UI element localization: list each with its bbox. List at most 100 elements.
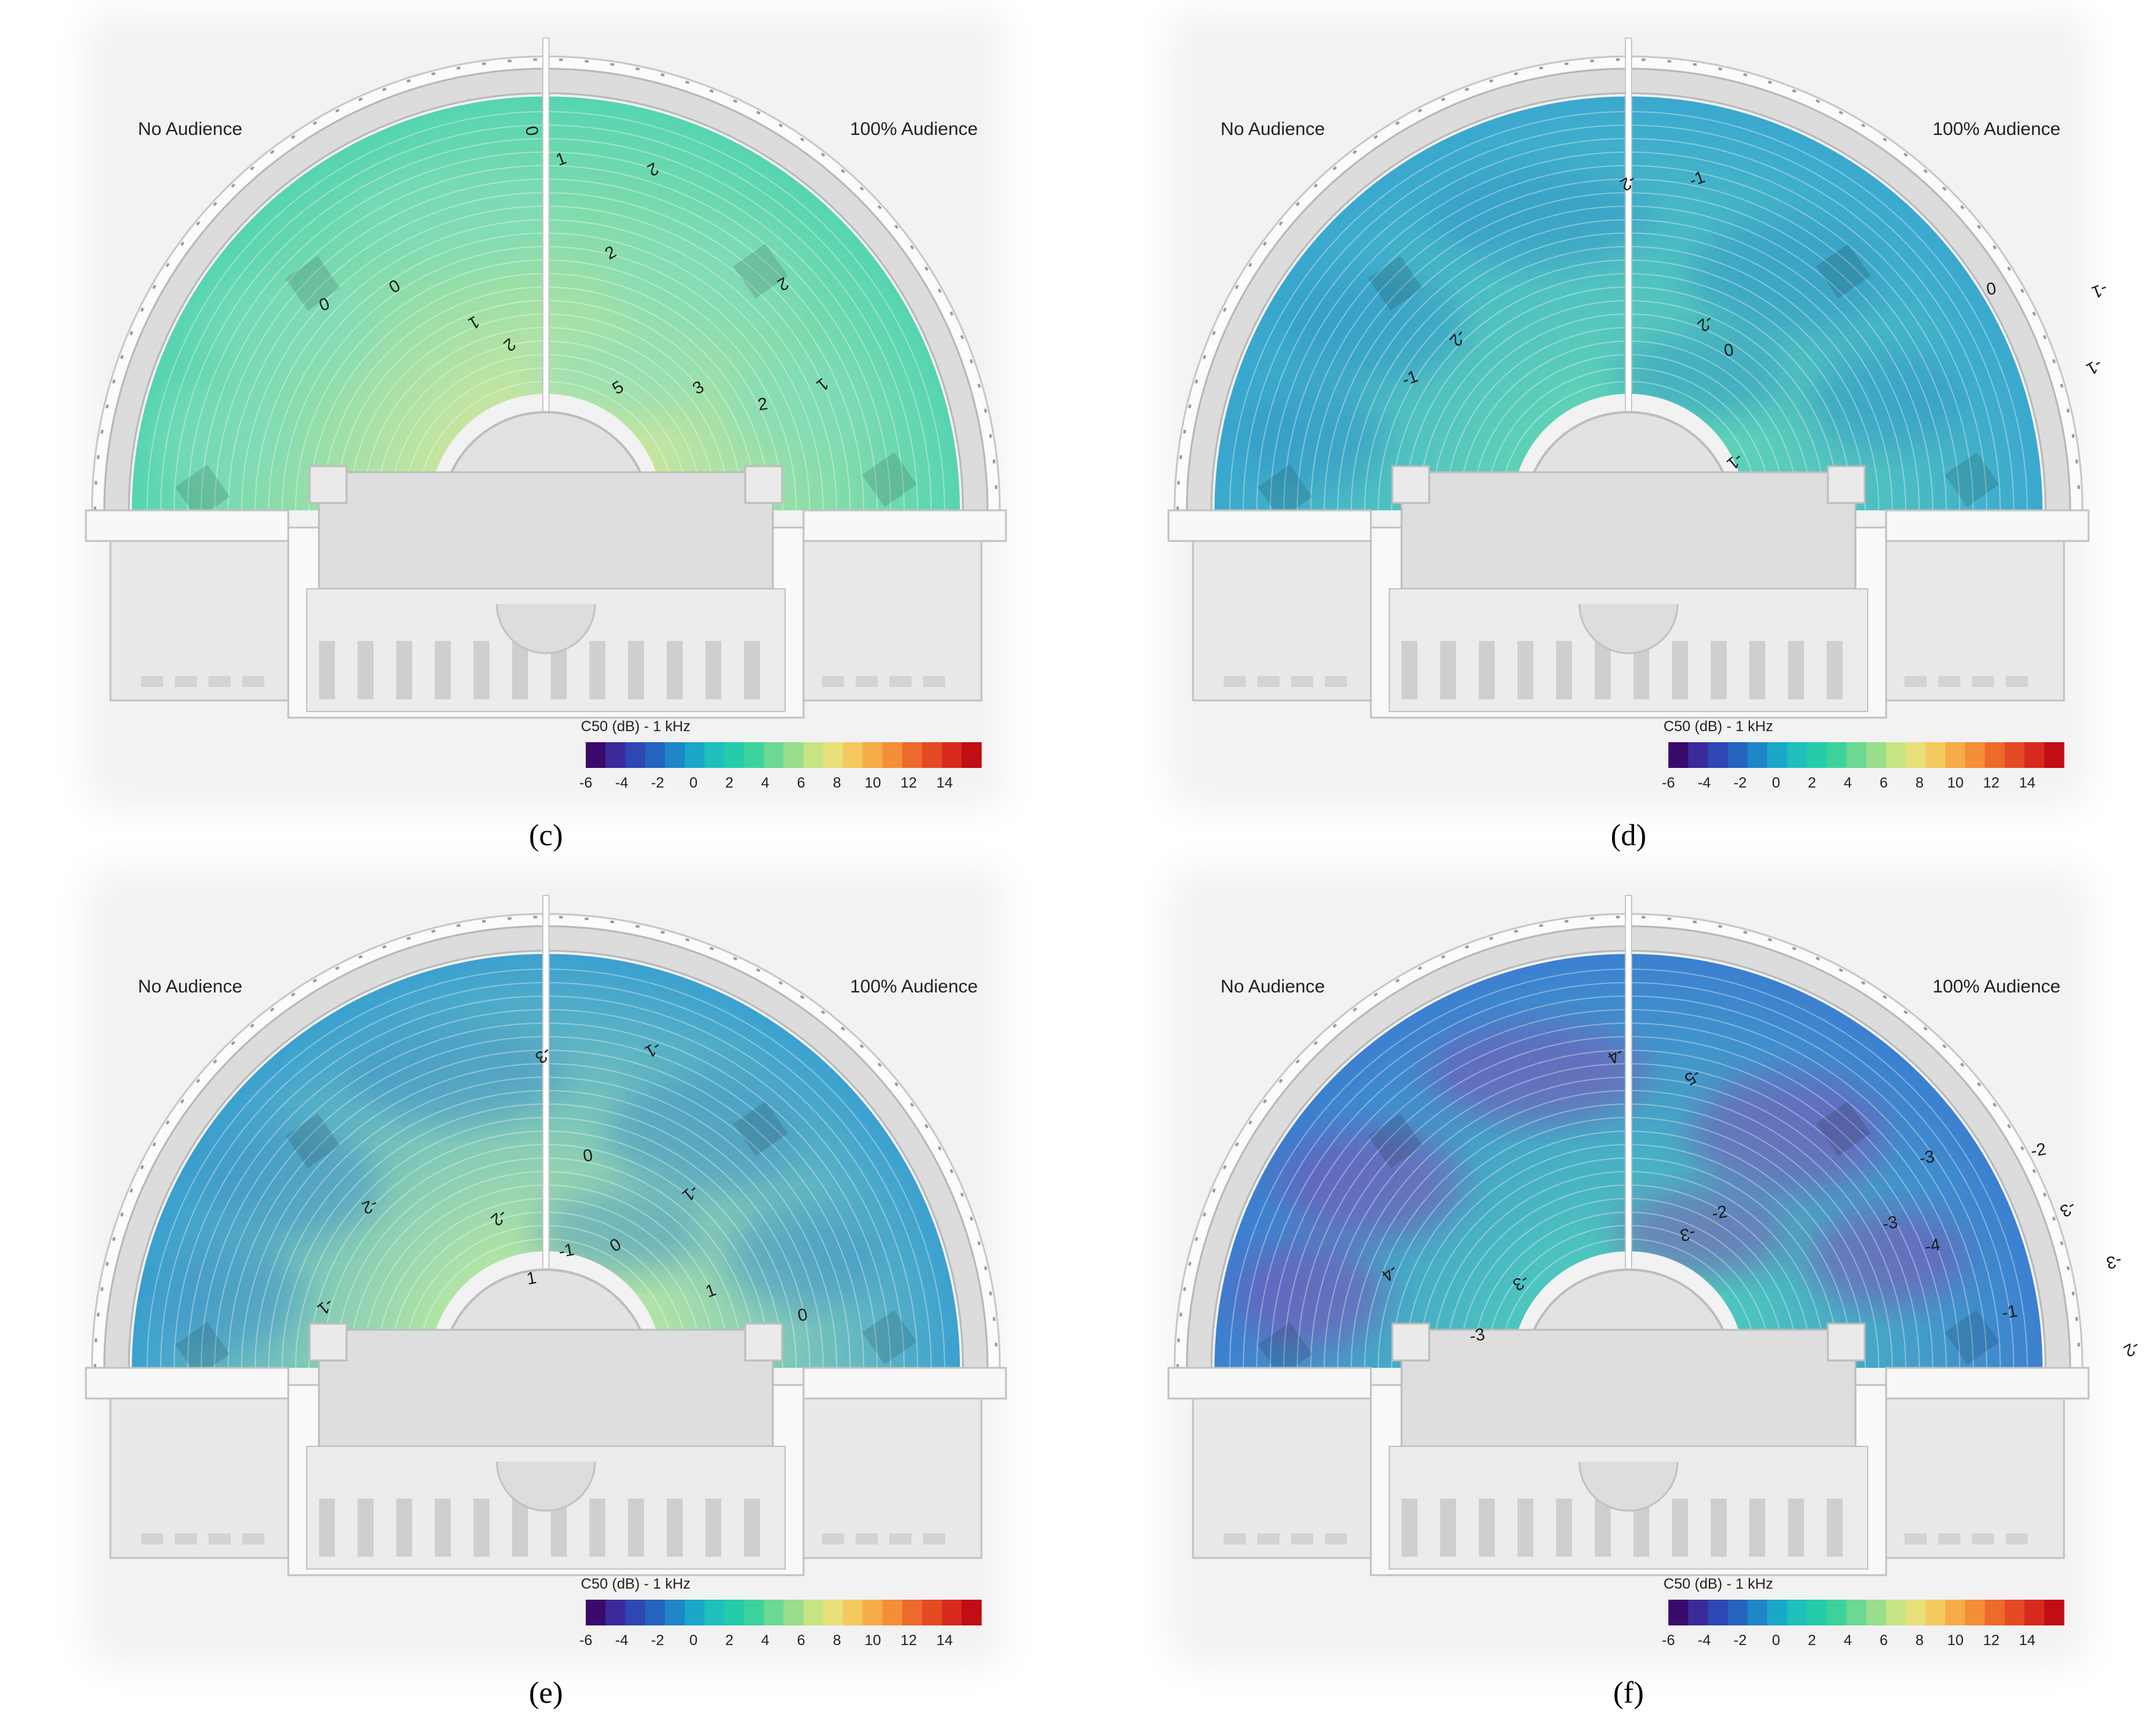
colorbar-swatch bbox=[803, 1600, 824, 1625]
vomitorium bbox=[1816, 1101, 1871, 1156]
heat-blotch bbox=[1690, 216, 1886, 339]
column-niche bbox=[1440, 641, 1456, 699]
column-niche bbox=[628, 641, 644, 699]
colorbar-swatch bbox=[1906, 742, 1926, 768]
colorbar-swatch bbox=[1965, 742, 1985, 768]
column-niche bbox=[512, 1498, 528, 1557]
colorbar-tick: -4 bbox=[615, 775, 628, 791]
colorbar-swatch bbox=[1708, 742, 1728, 768]
contour-label: -3 bbox=[1468, 1324, 1486, 1346]
column-niche bbox=[1402, 641, 1418, 699]
colorbar-swatch bbox=[1965, 1600, 1985, 1625]
colorbar-tick: -6 bbox=[1662, 1632, 1675, 1649]
contour-label: -1 bbox=[557, 1240, 575, 1261]
heat-blotch bbox=[153, 1239, 301, 1349]
wing-right bbox=[802, 1397, 983, 1559]
colorbar-swatch bbox=[1945, 742, 1966, 768]
vomitorium bbox=[285, 256, 340, 311]
colorbar-tick: 12 bbox=[1983, 1632, 2000, 1649]
colorbar-tick: 0 bbox=[689, 1632, 697, 1649]
colorbar-swatch bbox=[1906, 1600, 1926, 1625]
heat-blotch bbox=[607, 216, 804, 339]
wing-opening bbox=[889, 676, 911, 687]
column-niche bbox=[396, 641, 412, 699]
colorbar-swatch bbox=[685, 742, 705, 768]
colorbar-tick: 14 bbox=[2019, 775, 2036, 791]
colorbar-swatch bbox=[704, 742, 725, 768]
wing-opening bbox=[822, 676, 844, 687]
vomitorium bbox=[862, 1310, 917, 1365]
colorbar-tick: 4 bbox=[1844, 1632, 1852, 1649]
colorbar-swatch bbox=[862, 1600, 883, 1625]
vomitorium bbox=[733, 244, 788, 299]
colorbar-tick: 14 bbox=[937, 1632, 953, 1649]
heat-blotch bbox=[1279, 271, 1463, 382]
colorbar-swatch bbox=[744, 1600, 764, 1625]
colorbar-swatch bbox=[1925, 1600, 1946, 1625]
contour-label: -4 bbox=[1923, 1235, 1941, 1256]
colorbar-swatch bbox=[823, 742, 843, 768]
center-divider bbox=[542, 37, 550, 431]
center-divider bbox=[542, 895, 550, 1289]
colorbar-swatch bbox=[882, 1600, 903, 1625]
wing-left bbox=[1192, 540, 1372, 702]
wing-right bbox=[802, 540, 983, 702]
colorbar-swatch bbox=[1787, 742, 1808, 768]
wing-opening bbox=[1224, 676, 1246, 687]
wing-top-right bbox=[1885, 509, 2090, 542]
heat-blotch bbox=[196, 271, 380, 382]
wing-opening bbox=[1257, 676, 1279, 687]
colorbar-swatch bbox=[1668, 1600, 1689, 1625]
panel-caption: (e) bbox=[529, 1675, 563, 1709]
colorbar-swatch bbox=[724, 1600, 745, 1625]
colorbar-tick: 8 bbox=[1916, 775, 1924, 791]
wing-opening bbox=[923, 676, 945, 687]
colorbar-swatch bbox=[2004, 742, 2025, 768]
column-niche bbox=[744, 1498, 760, 1557]
column-niche bbox=[1672, 1498, 1688, 1557]
colorbar-tick: 8 bbox=[833, 1632, 841, 1649]
diagram-panel: No Audience 100% Audience-5-4-3-2-4 -3-3-4… bbox=[1167, 869, 2143, 1709]
colorbar-legend: C50 (dB) - 1 kHz -6 -4 -2 0 2 4 6 8 10 12 14 bbox=[1662, 1576, 2065, 1649]
colorbar-swatch bbox=[823, 1600, 843, 1625]
wing-top-left bbox=[85, 509, 290, 542]
colorbar-swatch bbox=[902, 1600, 923, 1625]
wing-opening bbox=[1972, 1533, 1994, 1544]
wing-left bbox=[109, 1397, 290, 1559]
colorbar-tick: 2 bbox=[1808, 775, 1816, 791]
colorbar-tick: -4 bbox=[615, 1632, 628, 1649]
colorbar-swatch bbox=[605, 742, 626, 768]
colorbar-tick: 4 bbox=[761, 1632, 769, 1649]
heat-blotch bbox=[534, 1190, 705, 1276]
colorbar-swatch bbox=[625, 742, 646, 768]
colorbar-swatch bbox=[1925, 742, 1946, 768]
label-full-audience: 100% Audience bbox=[850, 976, 978, 997]
colorbar-swatch bbox=[665, 742, 685, 768]
contour-label: 0 bbox=[1985, 278, 1998, 299]
stage-tower-right bbox=[744, 1322, 783, 1362]
colorbar-title: C50 (dB) - 1 kHz bbox=[581, 718, 691, 735]
colorbar-swatch bbox=[1727, 742, 1748, 768]
stage-tower-left bbox=[1391, 1322, 1430, 1362]
vomitorium bbox=[1816, 244, 1871, 299]
contour-label: 1 bbox=[525, 1268, 538, 1288]
column-niche bbox=[358, 641, 374, 699]
vomitorium bbox=[862, 452, 917, 507]
heat-blotch bbox=[1236, 382, 1383, 492]
colorbar-tick: -2 bbox=[1733, 775, 1746, 791]
colorbar-tick: 10 bbox=[1947, 1632, 1964, 1649]
contour-label: 0 bbox=[796, 1305, 809, 1325]
wing-right bbox=[1885, 540, 2065, 702]
stage-pulpitum bbox=[1400, 471, 1857, 590]
vomitorium bbox=[1368, 256, 1423, 311]
colorbar-swatch bbox=[685, 1600, 705, 1625]
diagram-panel: No Audience 100% Audience-3 -10-1-2 -2-1 01-… bbox=[85, 869, 1007, 1709]
column-niche bbox=[1711, 641, 1727, 699]
contour-label: 0 bbox=[1722, 340, 1735, 360]
heat-blotch bbox=[343, 1024, 564, 1122]
colorbar-tick: -2 bbox=[651, 1632, 664, 1649]
colorbar-tick: 14 bbox=[2019, 1632, 2036, 1649]
column-niche bbox=[1788, 641, 1804, 699]
colorbar-swatch bbox=[843, 742, 863, 768]
colorbar-swatch bbox=[586, 742, 606, 768]
